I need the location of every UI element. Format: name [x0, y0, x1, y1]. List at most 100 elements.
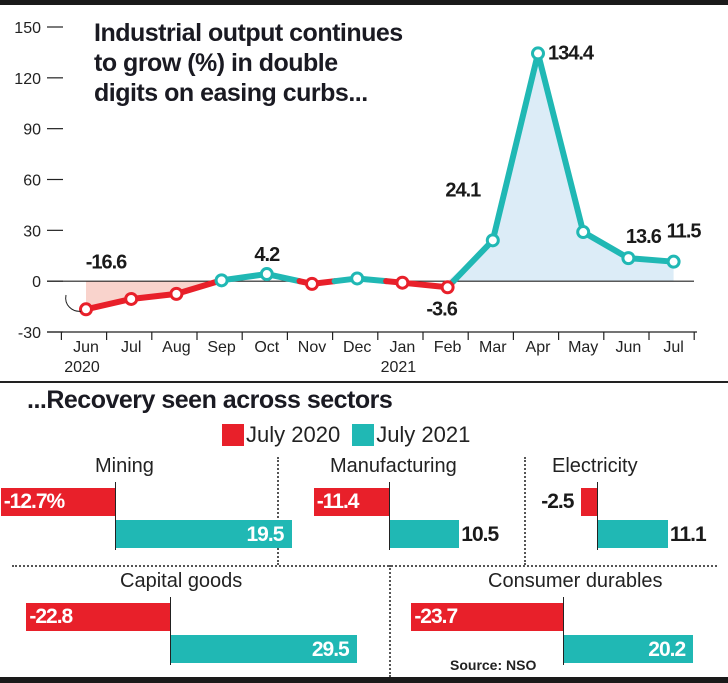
bar-july-2021: [564, 635, 694, 663]
bottom-border: [0, 677, 728, 683]
data-point: [350, 271, 365, 286]
line-segment: [83, 295, 135, 313]
legend-swatch-red: [222, 424, 244, 446]
value-label-july-2020: -12.7%: [3, 490, 66, 513]
bar-july-2020: [411, 603, 563, 631]
chart-title-line-2: to grow (%) in double: [94, 49, 338, 77]
panel-separator: [524, 457, 526, 565]
x-tick-label: May: [568, 339, 598, 356]
line-segment: [450, 237, 496, 285]
data-point: [440, 280, 455, 295]
y-tick-label: -30: [18, 325, 41, 342]
data-label: 4.2: [254, 244, 280, 266]
bar-axis: [389, 482, 390, 550]
value-label-july-2021: 19.5: [246, 523, 285, 546]
sector-title: Mining: [95, 455, 154, 477]
data-point: [666, 254, 681, 269]
bar-axis: [563, 597, 564, 665]
legend: July 2020 July 2021: [222, 422, 470, 448]
industrial-output-line-chart: 150 120 90 60 30 0 -30 Jun Jul Aug Sep Oct Nov Dec Jan…: [14, 20, 702, 376]
panel-separator: [277, 457, 279, 565]
y-tick-label: 30: [23, 223, 41, 240]
data-label: 24.1: [445, 179, 481, 201]
data-point: [485, 233, 500, 248]
x-tick-label: Apr: [526, 339, 552, 356]
value-label-july-2020: -11.4: [316, 490, 360, 513]
value-label-july-2020: -2.5: [541, 490, 574, 513]
data-point: [576, 225, 591, 240]
x-tick-label: Jun: [73, 339, 99, 356]
line-segment: [489, 50, 541, 244]
data-label: 11.5: [667, 221, 702, 243]
data-label: 13.6: [626, 226, 662, 248]
data-point: [621, 251, 636, 266]
data-point: [124, 291, 139, 306]
data-point: [531, 46, 545, 61]
sector-chart-title: ...Recovery seen across sectors: [27, 386, 393, 414]
bar-july-2020: [313, 488, 389, 516]
bar-july-2021: [171, 635, 357, 663]
panel-separator: [12, 565, 717, 567]
source-note: Source: NSO: [450, 657, 537, 673]
y-tick-label: 90: [23, 122, 41, 139]
bar-axis: [170, 597, 171, 665]
x-tick-label: Nov: [298, 339, 326, 356]
legend-item-july-2020: July 2020: [222, 422, 340, 448]
bar-axis: [115, 482, 116, 550]
data-point: [169, 286, 184, 301]
panel-separator: [389, 565, 391, 677]
line-segment: [535, 50, 587, 236]
year-label: 2021: [381, 359, 417, 376]
line-segment: [625, 255, 677, 265]
sector-title: Electricity: [552, 455, 638, 477]
y-tick-label: 120: [14, 71, 41, 88]
bar-july-2021: [390, 520, 460, 548]
bar-axis: [597, 482, 598, 550]
x-tick-label: Jun: [616, 339, 642, 356]
y-tick-label: 0: [32, 274, 41, 291]
x-tick-label: Dec: [343, 339, 371, 356]
year-label: 2020: [64, 359, 100, 376]
sector-title: Manufacturing: [330, 455, 457, 477]
bar-july-2020: [0, 488, 115, 516]
value-label-july-2020: -23.7: [414, 605, 458, 628]
top-border: [0, 0, 728, 5]
x-tick-label: Aug: [162, 339, 190, 356]
legend-label: July 2020: [246, 422, 341, 447]
legend-item-july-2021: July 2021: [352, 422, 470, 448]
data-point: [305, 276, 319, 291]
value-label-july-2021: 10.5: [461, 523, 499, 546]
x-tick-label: Mar: [479, 339, 507, 356]
line-segment: [128, 290, 180, 302]
bar-july-2020: [26, 603, 170, 631]
bar-july-2021: [598, 520, 668, 548]
x-tick-label: Jul: [663, 339, 683, 356]
y-tick-label: 60: [23, 173, 41, 190]
chart-title: Industrial output continues to grow (%) …: [94, 18, 403, 108]
x-tick-label: Jul: [121, 339, 141, 356]
data-point: [79, 302, 93, 317]
line-segment: [218, 271, 270, 284]
y-tick-label: 150: [14, 20, 41, 37]
value-label-july-2021: 20.2: [648, 638, 686, 661]
sector-title: Capital goods: [120, 570, 243, 592]
data-point: [214, 273, 229, 288]
legend-swatch-teal: [352, 424, 375, 446]
data-label: -16.6: [86, 251, 127, 273]
sector-title: Consumer durables: [488, 570, 663, 592]
line-segment: [173, 278, 222, 297]
section-divider: [0, 381, 728, 383]
x-tick-label: Feb: [434, 339, 462, 356]
data-point: [259, 267, 274, 282]
positive-area-fill: [447, 53, 674, 282]
x-tick-label: Jan: [390, 339, 416, 356]
chart-title-line-1: Industrial output continues: [94, 19, 403, 47]
leader-line: [65, 294, 82, 312]
chart-title-line-3: digits on easing curbs...: [94, 79, 368, 107]
value-label-july-2020: -22.8: [29, 605, 73, 628]
line-segment: [399, 279, 451, 291]
line-segment: [580, 229, 632, 262]
x-tick-label: Oct: [254, 339, 279, 356]
value-label-july-2021: 29.5: [311, 638, 350, 661]
data-point: [395, 275, 410, 290]
